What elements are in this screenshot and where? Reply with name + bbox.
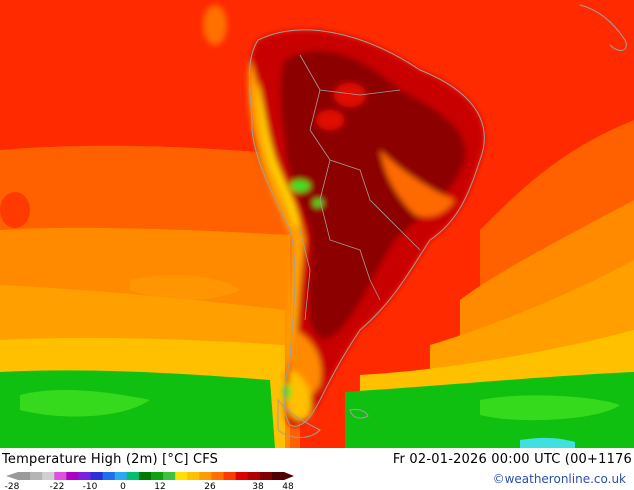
legend-swatch bbox=[30, 472, 43, 480]
legend-swatch bbox=[187, 472, 200, 480]
footer: Temperature High (2m) [°C] CFS Fr 02-01-… bbox=[0, 448, 634, 490]
amazon-red-spot-2 bbox=[316, 110, 344, 130]
tierra-del-fuego bbox=[277, 398, 321, 438]
legend-tick-label: -22 bbox=[50, 482, 65, 490]
color-legend: -28 -22 -10 0 12 26 38 48 bbox=[5, 472, 294, 490]
legend-swatch bbox=[259, 472, 273, 480]
continent bbox=[203, 5, 485, 427]
legend-swatch bbox=[66, 472, 79, 480]
legend-tick-label: 48 bbox=[282, 482, 294, 490]
legend-tick-label: 38 bbox=[252, 482, 264, 490]
pacific-patch bbox=[130, 274, 240, 300]
legend-swatch bbox=[163, 472, 176, 480]
brazil-east-band bbox=[380, 150, 455, 217]
legend-swatch bbox=[223, 472, 237, 480]
patagonia-yellow bbox=[286, 370, 312, 421]
caribbean-orange bbox=[203, 5, 227, 45]
legend-swatch bbox=[126, 472, 140, 480]
country-borders bbox=[299, 54, 421, 321]
forecast-datetime: Fr 02-01-2026 00:00 UTC (00+1176 bbox=[392, 452, 632, 467]
altiplano-green bbox=[290, 180, 310, 192]
credit-link[interactable]: ©weatheronline.co.uk bbox=[492, 472, 626, 486]
ocean-band-cyan bbox=[520, 437, 575, 448]
falklands bbox=[349, 408, 369, 419]
legend-swatch bbox=[114, 472, 128, 480]
legend-swatch bbox=[78, 472, 92, 480]
legend-tick-label: 26 bbox=[204, 482, 216, 490]
legend-swatch bbox=[18, 472, 31, 480]
map-title: Temperature High (2m) [°C] CFS bbox=[2, 452, 219, 467]
legend-tick-label: 12 bbox=[154, 482, 165, 490]
legend-arrow-left bbox=[6, 472, 18, 480]
legend-swatch bbox=[102, 472, 116, 480]
pacific-warm-spot bbox=[0, 192, 30, 228]
ocean-band-light-green bbox=[20, 390, 620, 421]
coastline bbox=[248, 29, 485, 427]
legend-swatch bbox=[175, 472, 188, 480]
legend-swatch bbox=[151, 472, 164, 480]
ocean-band-green bbox=[0, 370, 634, 448]
caribbean-islands bbox=[579, 4, 627, 51]
legend-swatch bbox=[42, 472, 55, 480]
legend-swatch bbox=[247, 472, 261, 480]
andes-yellow bbox=[258, 80, 300, 226]
amazon-red-spot bbox=[334, 83, 366, 107]
legend-tick-label: -28 bbox=[5, 482, 20, 490]
legend-tick-label: -10 bbox=[83, 482, 98, 490]
legend-swatch bbox=[271, 472, 285, 480]
legend-swatch bbox=[235, 472, 249, 480]
legend-swatch bbox=[199, 472, 212, 480]
legend-swatch bbox=[138, 472, 152, 480]
temperature-map bbox=[0, 0, 634, 448]
legend-swatch bbox=[211, 472, 225, 480]
legend-swatch bbox=[54, 472, 67, 480]
andes-orange bbox=[248, 60, 305, 360]
legend-tick-label: 0 bbox=[120, 482, 126, 490]
legend-arrow-right bbox=[284, 472, 294, 480]
legend-swatch bbox=[90, 472, 104, 480]
